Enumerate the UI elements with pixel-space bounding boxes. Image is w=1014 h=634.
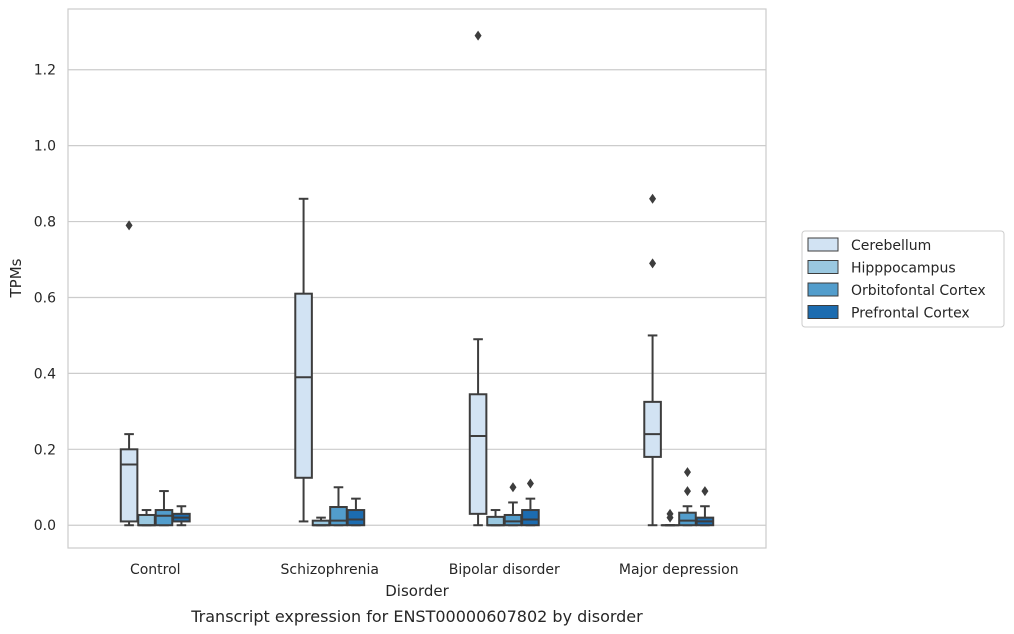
outlier-point <box>474 30 482 41</box>
box-iqr <box>329 506 348 527</box>
box-iqr <box>503 513 523 527</box>
legend-label: Hipppocampus <box>851 261 956 277</box>
legend: Cerebellum Hipppocampus Orbitofontal Corte… <box>801 230 1005 328</box>
legend-swatch <box>807 237 839 252</box>
legend-label: Orbitofontal Cortex <box>851 283 986 299</box>
box-iqr <box>468 393 488 515</box>
outlier-point <box>683 486 691 497</box>
outlier-point <box>649 258 657 269</box>
plot-background <box>68 9 766 548</box>
chart-caption: Transcript expression for ENST0000060780… <box>190 607 643 626</box>
legend-swatch <box>807 282 839 297</box>
x-tick-label: Control <box>130 562 181 578</box>
box-iqr <box>521 509 540 527</box>
y-tick-label: 0.4 <box>34 366 56 382</box>
box-plot <box>521 478 540 527</box>
box-iqr <box>137 513 156 527</box>
x-axis-label: Disorder <box>385 582 449 600</box>
outlier-point <box>526 478 534 489</box>
box-iqr <box>294 292 313 479</box>
box-series <box>119 30 715 527</box>
legend-swatch <box>807 260 839 274</box>
legend-label: Cerebellum <box>851 238 931 254</box>
y-tick-label: 0.8 <box>34 215 56 231</box>
outlier-point <box>125 220 133 231</box>
box-iqr <box>486 515 505 527</box>
box-plot <box>468 30 488 527</box>
box-plot <box>503 482 523 527</box>
x-tick-label: Major depression <box>619 562 739 578</box>
box-plot <box>486 509 505 527</box>
box-plot <box>154 490 174 527</box>
outlier-point <box>701 486 709 497</box>
box-iqr <box>643 400 662 458</box>
outlier-point <box>666 512 674 523</box>
x-tick-label: Schizophrenia <box>281 562 379 578</box>
legend-swatch <box>807 305 839 319</box>
grid-lines <box>68 69 766 526</box>
box-iqr <box>154 509 174 527</box>
legend-label: Prefrontal Cortex <box>851 306 970 322</box>
x-axis-ticks: Control Schizophrenia Bipolar disorder Majo… <box>130 562 739 578</box>
legend-frame <box>801 230 1005 328</box>
box-iqr <box>346 509 366 527</box>
box-plot <box>172 505 191 527</box>
plot-frame <box>67 8 767 549</box>
box-plot <box>346 497 366 527</box>
box-iqr <box>119 448 139 523</box>
box-iqr <box>678 511 697 527</box>
outlier-point <box>509 482 517 493</box>
y-axis-label: TPMs <box>7 258 25 298</box>
y-tick-label: 0.0 <box>34 518 56 534</box>
box-plot <box>119 220 139 527</box>
y-tick-label: 1.2 <box>34 63 56 79</box>
y-tick-label: 0.2 <box>34 442 56 458</box>
y-tick-label: 0.6 <box>34 290 56 306</box>
outlier-point <box>683 467 691 478</box>
y-tick-label: 1.0 <box>34 139 56 155</box>
outlier-point <box>649 193 657 204</box>
box-plot <box>294 197 313 523</box>
box-plot <box>695 486 715 527</box>
box-plot <box>678 467 697 527</box>
box-plot <box>311 516 331 527</box>
x-tick-label: Bipolar disorder <box>449 562 560 578</box>
box-plot <box>643 193 662 527</box>
y-axis-ticks: 0.0 0.2 0.4 0.6 0.8 1.0 1.2 <box>34 63 56 534</box>
